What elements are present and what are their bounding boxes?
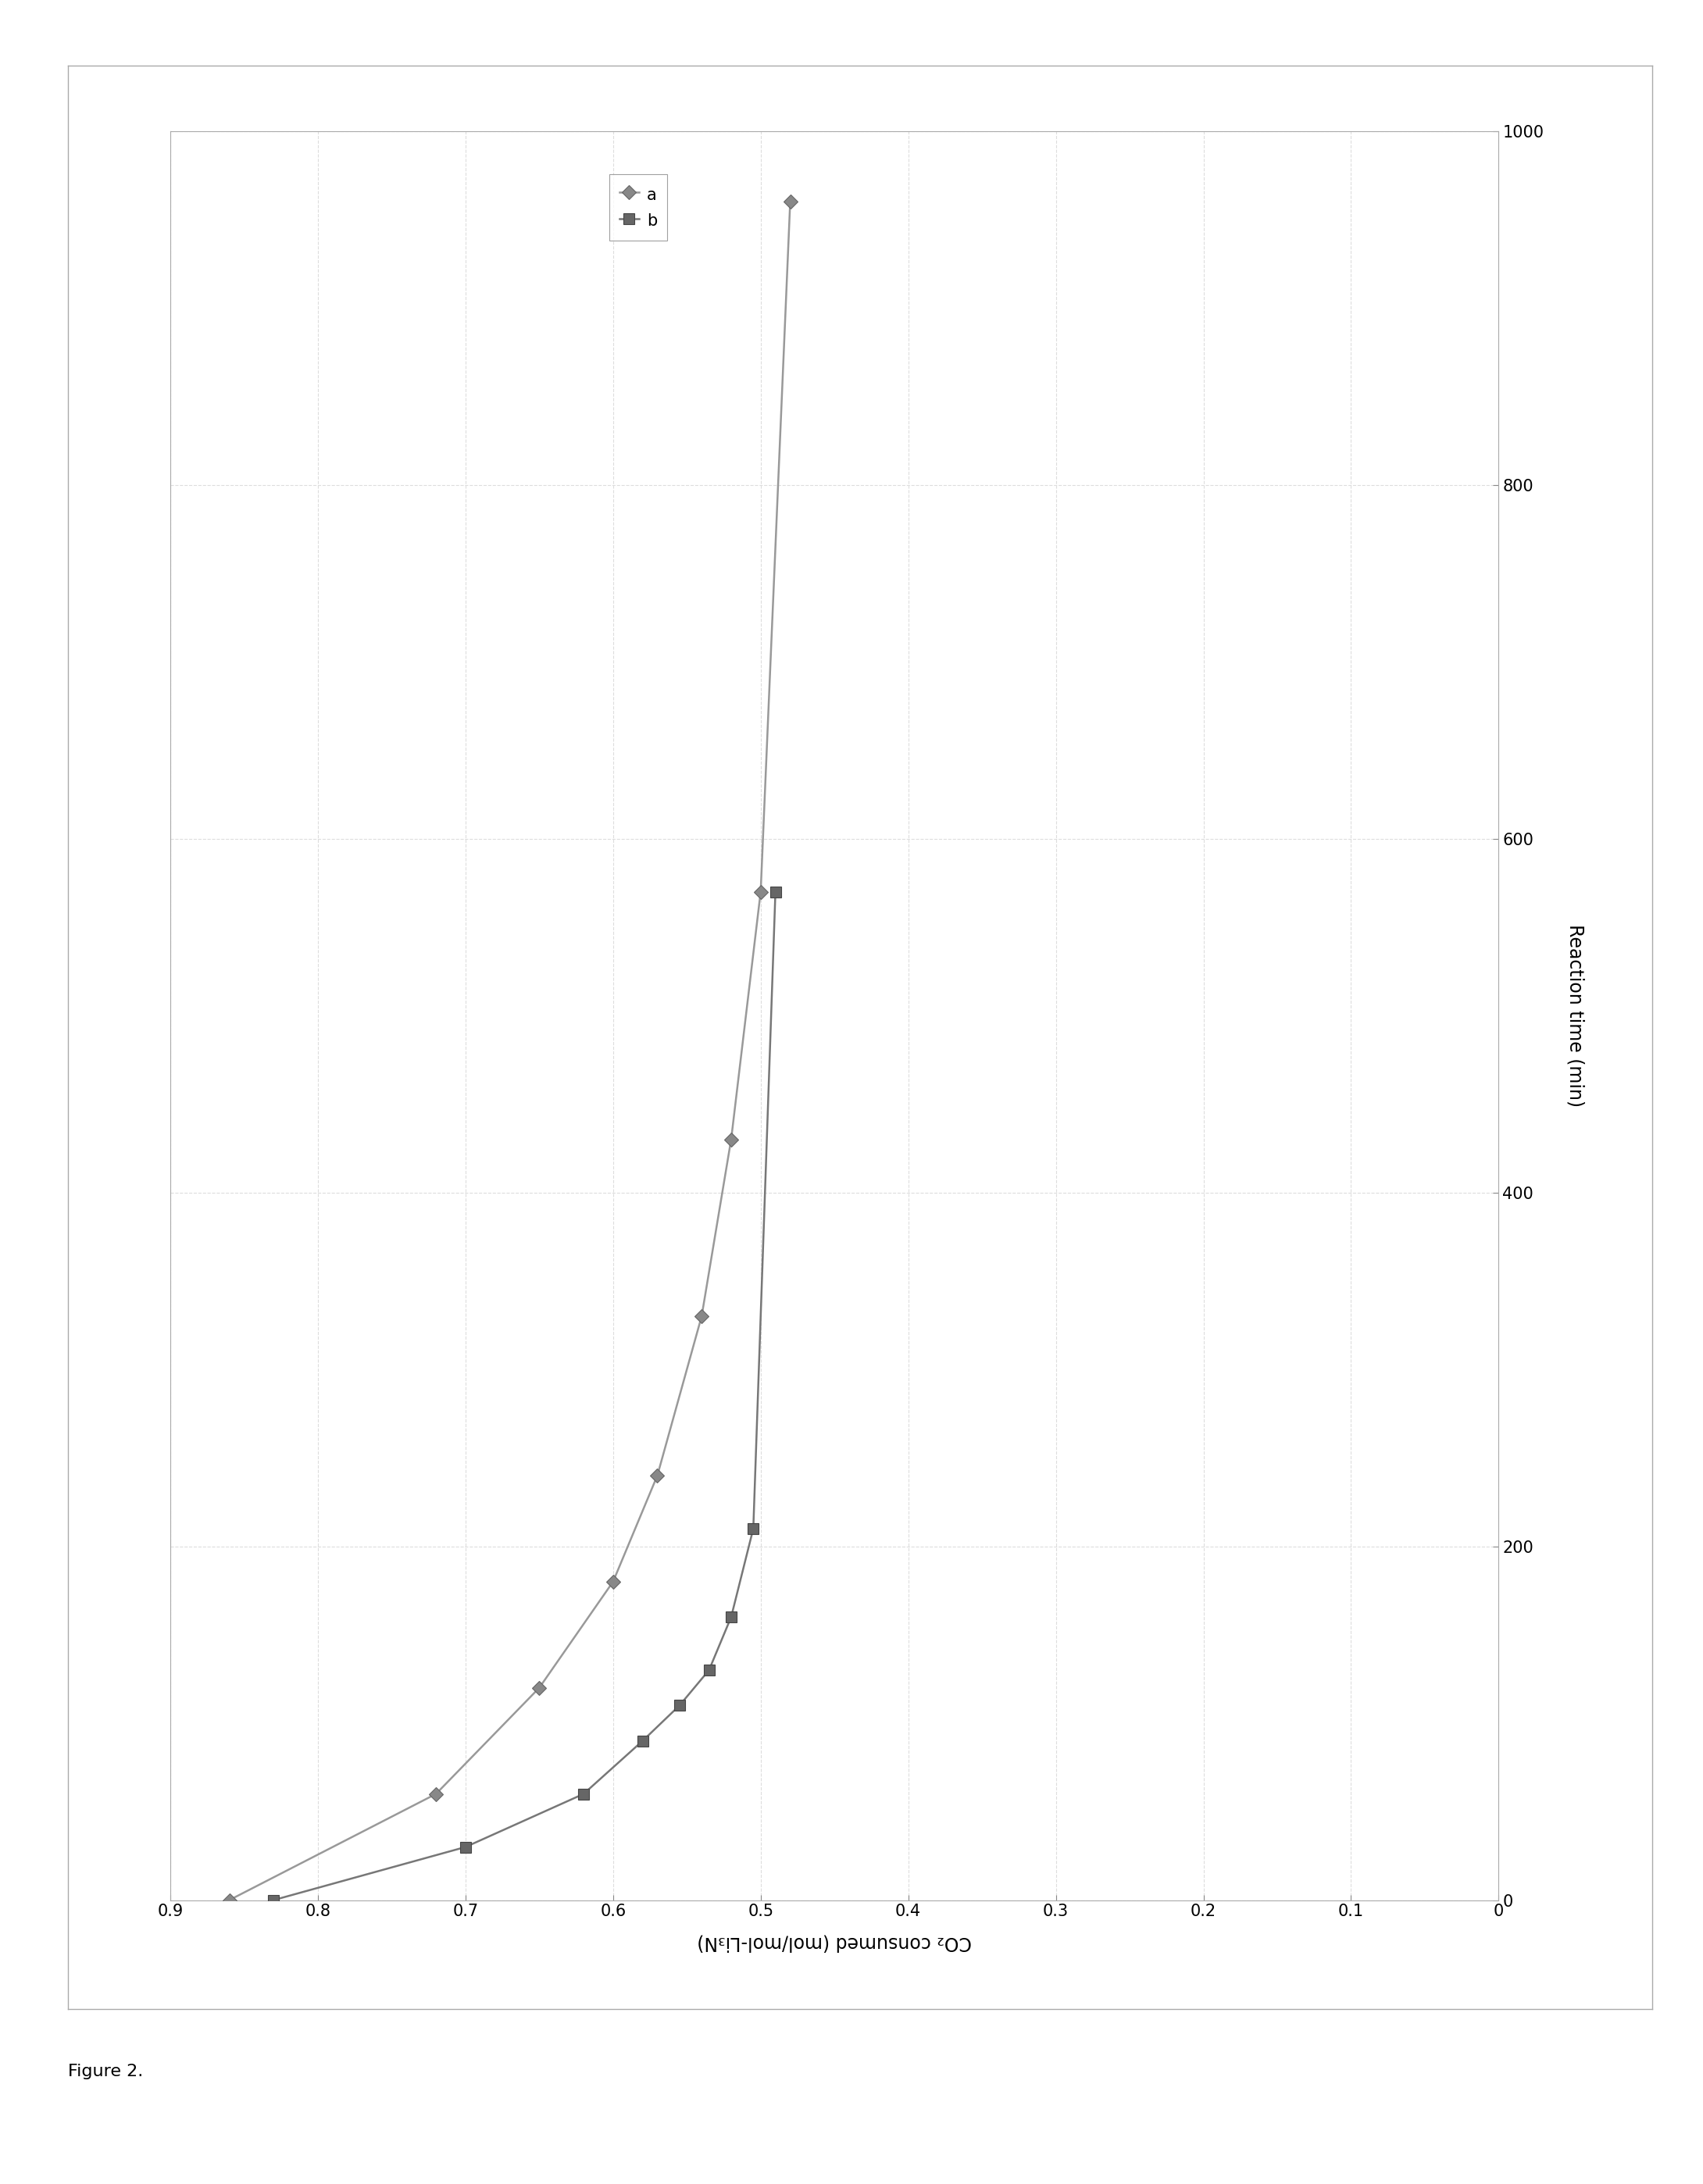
a	[691, 1304, 712, 1330]
a	[751, 878, 771, 904]
a	[720, 1127, 741, 1153]
a	[426, 1780, 446, 1806]
a	[530, 1675, 550, 1701]
b	[455, 1835, 475, 1861]
a	[780, 188, 800, 214]
Legend: a, b: a, b	[610, 175, 668, 240]
a	[603, 1568, 623, 1594]
b	[632, 1728, 652, 1754]
Line: b: b	[267, 887, 782, 1904]
a	[220, 1887, 240, 1913]
Text: Figure 2.: Figure 2.	[68, 2064, 143, 2079]
b	[669, 1693, 690, 1719]
b	[698, 1658, 719, 1684]
b	[720, 1603, 741, 1629]
b	[743, 1516, 763, 1542]
Y-axis label: Reaction time (min): Reaction time (min)	[1565, 924, 1584, 1107]
b	[264, 1887, 284, 1913]
b	[574, 1780, 594, 1806]
X-axis label: CO₂ consumed (mol/mol-Li₃N): CO₂ consumed (mol/mol-Li₃N)	[697, 1933, 972, 1950]
a	[647, 1463, 668, 1489]
Line: a: a	[225, 197, 795, 1904]
b	[765, 878, 785, 904]
